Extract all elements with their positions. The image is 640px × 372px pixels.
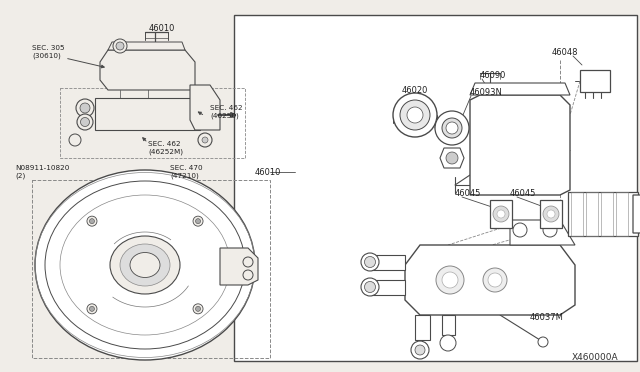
Circle shape bbox=[202, 137, 208, 143]
Text: SEC. 462
(46252M): SEC. 462 (46252M) bbox=[148, 141, 183, 155]
Polygon shape bbox=[470, 83, 570, 95]
Circle shape bbox=[440, 335, 456, 351]
Polygon shape bbox=[100, 50, 195, 90]
Circle shape bbox=[442, 272, 458, 288]
Polygon shape bbox=[490, 200, 512, 228]
Text: SEC. 462
(46250): SEC. 462 (46250) bbox=[210, 105, 243, 119]
Circle shape bbox=[543, 223, 557, 237]
Circle shape bbox=[90, 219, 95, 224]
Circle shape bbox=[198, 133, 212, 147]
Circle shape bbox=[116, 42, 124, 50]
Bar bbox=[234, 15, 637, 361]
Text: 46010: 46010 bbox=[149, 23, 175, 32]
Polygon shape bbox=[580, 70, 610, 92]
Circle shape bbox=[547, 210, 555, 218]
Ellipse shape bbox=[130, 253, 160, 278]
Polygon shape bbox=[370, 280, 405, 295]
Circle shape bbox=[407, 107, 423, 123]
Text: 46045: 46045 bbox=[455, 189, 481, 198]
Circle shape bbox=[196, 306, 200, 311]
Text: 46093N: 46093N bbox=[470, 87, 503, 96]
Polygon shape bbox=[633, 195, 640, 233]
Circle shape bbox=[87, 304, 97, 314]
Polygon shape bbox=[568, 192, 638, 236]
Ellipse shape bbox=[120, 244, 170, 286]
Text: 46090: 46090 bbox=[480, 71, 506, 80]
Circle shape bbox=[513, 223, 527, 237]
Polygon shape bbox=[370, 255, 405, 270]
Circle shape bbox=[538, 337, 548, 347]
Text: X460000A: X460000A bbox=[572, 353, 618, 362]
Circle shape bbox=[243, 270, 253, 280]
Circle shape bbox=[411, 341, 429, 359]
Circle shape bbox=[435, 111, 469, 145]
Circle shape bbox=[415, 345, 425, 355]
Circle shape bbox=[77, 114, 93, 130]
Polygon shape bbox=[540, 200, 562, 228]
Circle shape bbox=[365, 257, 376, 267]
Circle shape bbox=[87, 216, 97, 226]
Circle shape bbox=[90, 306, 95, 311]
Circle shape bbox=[436, 266, 464, 294]
Circle shape bbox=[493, 206, 509, 222]
Text: N08911-10820
(2): N08911-10820 (2) bbox=[15, 165, 69, 179]
Circle shape bbox=[365, 282, 376, 292]
Circle shape bbox=[69, 134, 81, 146]
Circle shape bbox=[361, 253, 379, 271]
Circle shape bbox=[446, 152, 458, 164]
Text: 46048: 46048 bbox=[552, 48, 579, 57]
Circle shape bbox=[113, 39, 127, 53]
Ellipse shape bbox=[110, 236, 180, 294]
Polygon shape bbox=[442, 315, 455, 335]
Circle shape bbox=[80, 103, 90, 113]
Text: 46020: 46020 bbox=[402, 86, 428, 94]
Circle shape bbox=[442, 118, 462, 138]
Circle shape bbox=[446, 122, 458, 134]
Circle shape bbox=[361, 278, 379, 296]
Text: SEC. 470
(47210): SEC. 470 (47210) bbox=[170, 165, 203, 179]
Circle shape bbox=[543, 206, 559, 222]
Circle shape bbox=[393, 93, 437, 137]
Circle shape bbox=[400, 100, 430, 130]
Polygon shape bbox=[220, 248, 258, 285]
Polygon shape bbox=[95, 98, 200, 130]
Text: 46010: 46010 bbox=[255, 167, 282, 176]
Circle shape bbox=[76, 99, 94, 117]
Circle shape bbox=[483, 268, 507, 292]
Text: 46045: 46045 bbox=[510, 189, 536, 198]
Circle shape bbox=[497, 210, 505, 218]
Text: 46037M: 46037M bbox=[530, 314, 564, 323]
Polygon shape bbox=[108, 42, 185, 50]
Polygon shape bbox=[415, 315, 430, 340]
Circle shape bbox=[193, 216, 203, 226]
Ellipse shape bbox=[35, 170, 255, 360]
Circle shape bbox=[193, 304, 203, 314]
Circle shape bbox=[196, 219, 200, 224]
Polygon shape bbox=[405, 245, 575, 315]
Circle shape bbox=[243, 257, 253, 267]
Polygon shape bbox=[470, 95, 570, 195]
Polygon shape bbox=[190, 85, 220, 130]
Polygon shape bbox=[510, 220, 575, 245]
Circle shape bbox=[81, 118, 90, 126]
Polygon shape bbox=[440, 148, 464, 168]
Circle shape bbox=[488, 273, 502, 287]
Text: SEC. 305
(30610): SEC. 305 (30610) bbox=[32, 45, 65, 59]
